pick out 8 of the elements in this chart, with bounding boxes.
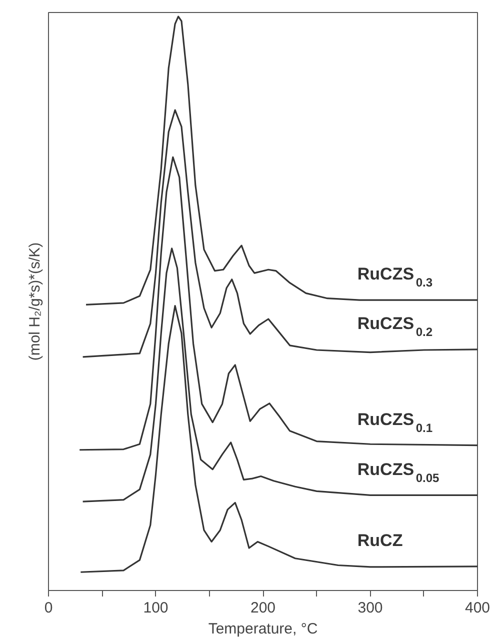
series-label: RuCZ: [357, 531, 403, 550]
y-axis-title: (mol H₂/g*s)*(s/K): [26, 242, 44, 361]
x-tick-label: 300: [358, 600, 383, 616]
x-tick-label: 200: [250, 600, 276, 616]
x-tick-label: 400: [464, 600, 490, 616]
x-axis-title: Temperature, °C: [208, 620, 318, 638]
x-tick-label: 100: [143, 600, 168, 616]
x-tick-label: 0: [44, 600, 53, 616]
